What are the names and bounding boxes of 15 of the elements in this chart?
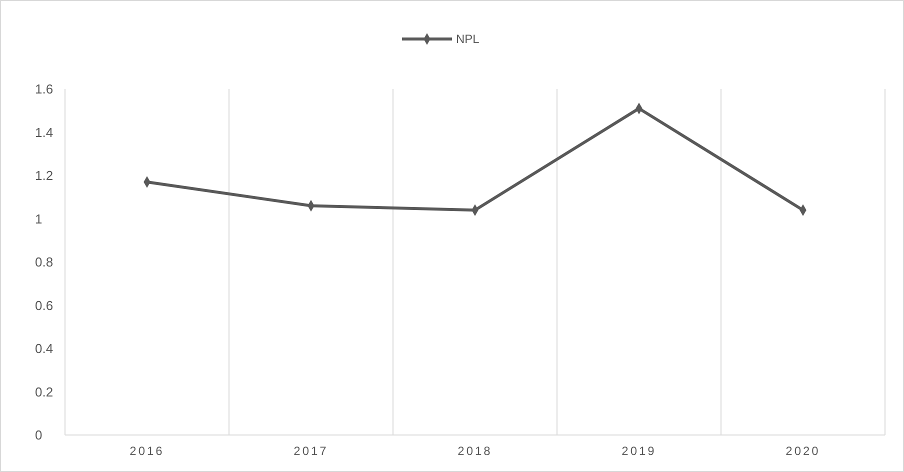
y-tick-label: 0.2 [35, 384, 54, 400]
y-tick-label: 1.2 [35, 168, 54, 184]
y-tick-label: 0.4 [35, 341, 54, 356]
y-tick-label: 1.6 [35, 82, 54, 97]
x-tick-label: 2018 [458, 444, 492, 458]
x-tick-label: 2020 [786, 444, 820, 458]
y-tick-label: 1 [35, 211, 42, 226]
x-tick-label: 2017 [294, 444, 328, 458]
y-tick-label: 0.8 [35, 254, 54, 270]
y-tick-label: 0 [35, 428, 42, 443]
y-tick-label: 1.4 [35, 124, 54, 140]
legend-label: NPL [456, 32, 480, 46]
y-tick-label: 0.6 [35, 298, 54, 313]
x-tick-label: 2019 [622, 444, 656, 458]
x-tick-label: 2016 [130, 444, 164, 458]
